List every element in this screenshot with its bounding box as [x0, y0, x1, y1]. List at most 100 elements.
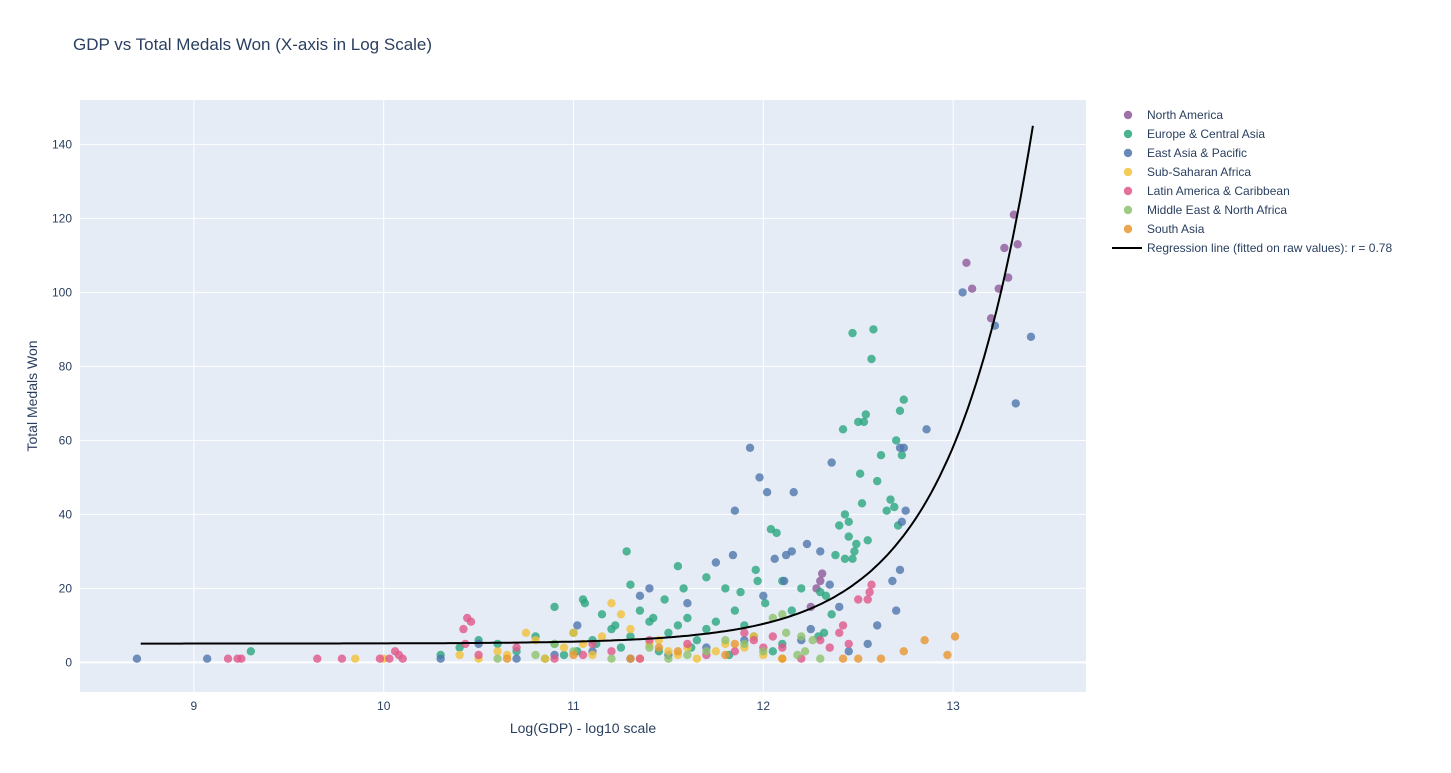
data-point[interactable]	[838, 621, 848, 630]
legend-item-sub-saharan-africa[interactable]: Sub-Saharan Africa	[1123, 165, 1252, 179]
data-point[interactable]	[844, 647, 853, 656]
data-point[interactable]	[749, 636, 759, 645]
data-point[interactable]	[607, 654, 616, 663]
data-point[interactable]	[899, 395, 908, 404]
data-point[interactable]	[873, 476, 882, 486]
data-point[interactable]	[607, 599, 616, 608]
data-point[interactable]	[967, 284, 977, 293]
data-point[interactable]	[825, 643, 834, 652]
data-point[interactable]	[626, 654, 635, 663]
data-point[interactable]	[778, 643, 787, 652]
data-point[interactable]	[816, 654, 825, 663]
data-point[interactable]	[943, 650, 952, 660]
data-point[interactable]	[569, 650, 578, 660]
data-point[interactable]	[825, 580, 834, 589]
data-point[interactable]	[772, 528, 781, 538]
data-point[interactable]	[865, 587, 874, 597]
data-point[interactable]	[848, 328, 857, 338]
data-point[interactable]	[770, 554, 779, 563]
data-point[interactable]	[806, 624, 815, 634]
data-point[interactable]	[816, 547, 825, 556]
data-point[interactable]	[673, 647, 683, 656]
data-point[interactable]	[223, 654, 233, 663]
data-point[interactable]	[787, 606, 796, 615]
data-point[interactable]	[626, 624, 635, 634]
data-point[interactable]	[721, 636, 730, 645]
data-point[interactable]	[730, 639, 740, 649]
data-point[interactable]	[888, 576, 897, 586]
data-point[interactable]	[616, 610, 626, 619]
data-point[interactable]	[573, 621, 582, 630]
data-point[interactable]	[649, 613, 658, 623]
data-point[interactable]	[398, 654, 407, 663]
legend[interactable]: North America Europe & Central Asia East A…	[1112, 108, 1392, 255]
data-point[interactable]	[857, 499, 867, 508]
data-point[interactable]	[761, 599, 770, 608]
data-point[interactable]	[844, 517, 853, 526]
data-point[interactable]	[835, 628, 844, 637]
data-point[interactable]	[711, 647, 721, 656]
data-point[interactable]	[736, 587, 745, 597]
data-point[interactable]	[753, 576, 762, 586]
data-point[interactable]	[787, 547, 796, 556]
data-point[interactable]	[635, 591, 645, 600]
data-point[interactable]	[692, 636, 702, 645]
data-point[interactable]	[840, 554, 850, 563]
data-point[interactable]	[728, 550, 738, 560]
data-point[interactable]	[950, 632, 960, 641]
data-point[interactable]	[730, 506, 740, 515]
data-point[interactable]	[597, 610, 607, 619]
data-point[interactable]	[702, 647, 711, 656]
data-point[interactable]	[711, 617, 721, 626]
data-point[interactable]	[683, 639, 692, 649]
data-point[interactable]	[740, 628, 749, 637]
data-point[interactable]	[835, 521, 844, 530]
data-point[interactable]	[550, 602, 559, 612]
data-point[interactable]	[202, 654, 212, 663]
data-point[interactable]	[759, 591, 768, 600]
data-point[interactable]	[827, 458, 836, 467]
data-point[interactable]	[897, 451, 907, 460]
data-point[interactable]	[645, 643, 654, 652]
data-point[interactable]	[745, 443, 755, 452]
data-point[interactable]	[611, 621, 620, 630]
data-point[interactable]	[962, 258, 971, 267]
data-point[interactable]	[466, 617, 476, 626]
data-point[interactable]	[867, 354, 876, 364]
data-point[interactable]	[683, 613, 692, 623]
data-point[interactable]	[474, 650, 483, 660]
data-point[interactable]	[132, 654, 142, 663]
data-point[interactable]	[850, 547, 859, 556]
data-point[interactable]	[797, 584, 806, 593]
data-point[interactable]	[840, 510, 850, 519]
data-point[interactable]	[385, 654, 394, 663]
data-point[interactable]	[351, 654, 360, 663]
data-point[interactable]	[802, 539, 812, 549]
data-point[interactable]	[882, 506, 891, 515]
data-point[interactable]	[778, 654, 787, 663]
data-point[interactable]	[827, 610, 836, 619]
data-point[interactable]	[1000, 243, 1009, 253]
data-point[interactable]	[559, 650, 569, 660]
data-point[interactable]	[237, 654, 246, 663]
data-point[interactable]	[838, 425, 848, 434]
data-point[interactable]	[683, 599, 692, 608]
data-point[interactable]	[876, 451, 886, 460]
data-point[interactable]	[645, 636, 654, 645]
data-point[interactable]	[635, 606, 645, 615]
data-point[interactable]	[721, 584, 730, 593]
data-point[interactable]	[778, 610, 787, 619]
data-point[interactable]	[891, 436, 901, 445]
data-point[interactable]	[550, 654, 559, 663]
data-point[interactable]	[854, 654, 863, 663]
data-point[interactable]	[863, 536, 872, 545]
data-point[interactable]	[313, 654, 322, 663]
data-point[interactable]	[459, 624, 468, 634]
legend-item-south-asia[interactable]: South Asia	[1123, 222, 1205, 236]
data-point[interactable]	[664, 628, 673, 637]
data-point[interactable]	[626, 580, 635, 589]
data-point[interactable]	[755, 473, 764, 482]
data-point[interactable]	[660, 595, 669, 604]
data-point[interactable]	[531, 650, 540, 660]
data-point[interactable]	[920, 636, 929, 645]
